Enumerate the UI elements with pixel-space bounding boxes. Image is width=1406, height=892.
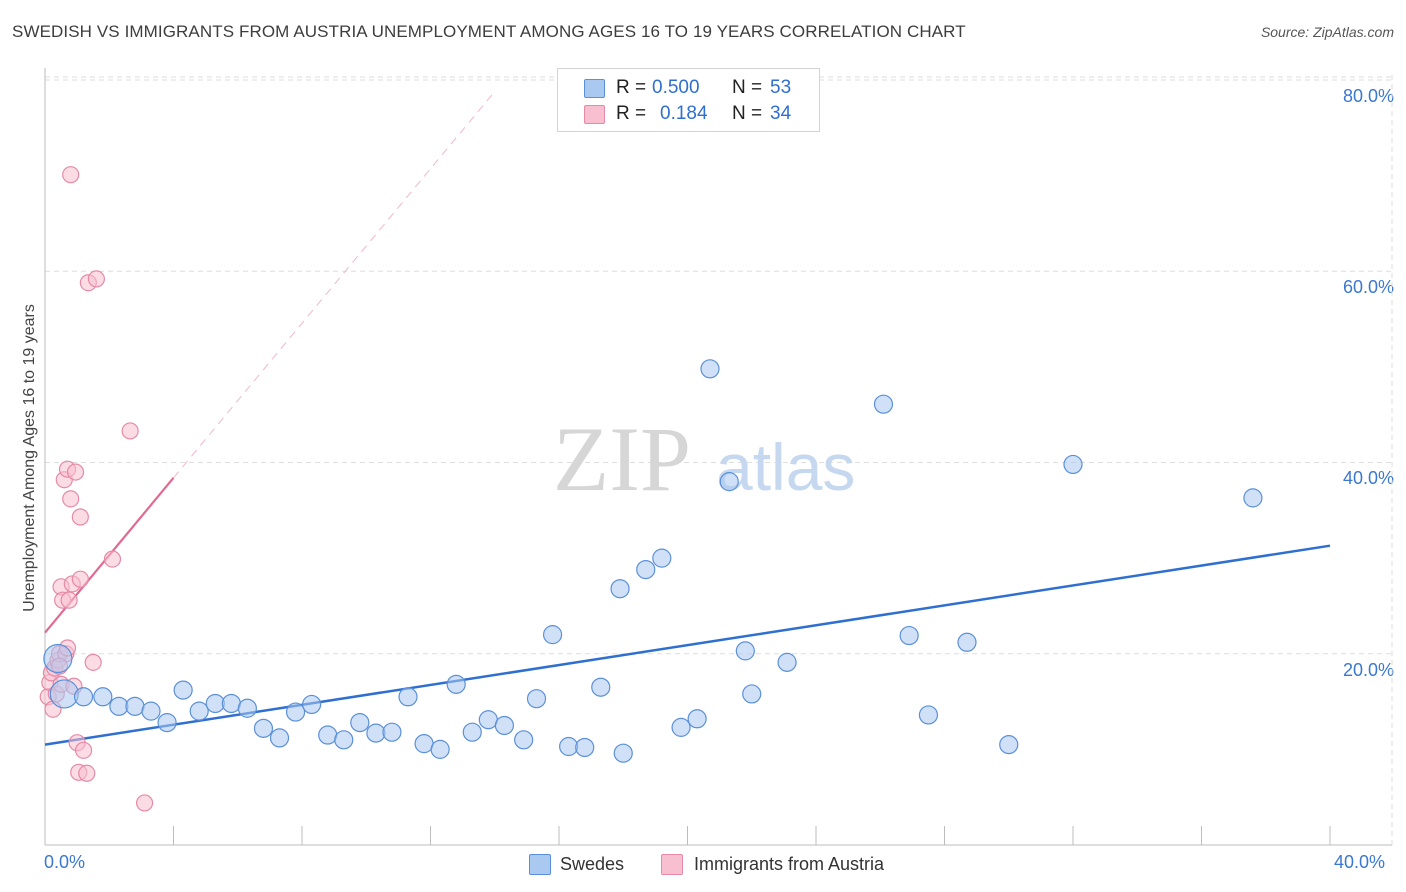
y-tick-label-60: 60.0% [1342,277,1394,297]
swedes-point-9 [189,701,209,721]
austria-trend-extension [173,91,496,479]
swedes-point-40 [687,709,707,729]
swedes-point-23 [414,734,434,754]
chart-title: SWEDISH VS IMMIGRANTS FROM AUSTRIA UNEMP… [12,22,966,41]
swedes-point-33 [575,737,595,758]
swedes-point-28 [494,715,514,736]
austria-point-29 [87,270,106,288]
chart-source: Source: ZipAtlas.com [1260,24,1394,40]
swedes-point-45 [777,652,797,672]
x-tick-label-40: 40.0% [1334,852,1386,872]
x-tick-label-0: 0.0% [44,852,86,872]
swedes-r-label: R = [616,77,647,98]
swedes-point-43 [735,641,755,661]
austria-point-16 [62,490,80,508]
legend-label-austria: Immigrants from Austria [694,854,885,874]
legend-swatch-austria [661,854,683,875]
swedes-point-30 [526,689,547,709]
swedes-point-20 [366,723,386,743]
austria-swatch [584,105,605,124]
austria-point-28 [84,653,102,671]
y-tick-label-40: 40.0% [1342,468,1394,488]
stats-legend-box: R = 0.500 N = 53 R = 0.184 N = 34 [557,68,820,132]
swedes-point-3 [93,687,113,707]
watermark-zip: ZIP [553,408,691,510]
y-tick-label-80: 80.0% [1342,86,1394,106]
swedes-point-51 [1063,454,1083,475]
austria-n-value: 34 [770,103,792,124]
austria-point-26 [78,764,96,782]
swedes-point-44 [742,684,762,704]
austria-point-25 [74,741,93,759]
swedes-point-35 [610,579,630,599]
austria-r-value: 0.184 [660,103,708,124]
swedes-point-47 [899,625,919,646]
austria-r-label: R = [616,103,647,124]
swedes-point-52 [1243,488,1263,508]
swedes-point-48 [918,705,939,725]
swedes-swatch [584,79,605,98]
swedes-point-2 [73,687,94,707]
swedes-point-24 [430,739,450,759]
swedes-point-10 [205,693,225,714]
legend-label-swedes: Swedes [560,854,625,874]
swedes-point-27 [478,710,498,730]
austria-point-31 [121,422,139,440]
austria-point-30 [103,550,122,568]
swedes-point-32 [559,736,579,757]
swedes-point-21 [382,722,402,742]
austria-point-15 [60,591,78,609]
swedes-point-26 [462,722,482,742]
axes [44,68,1392,846]
swedes-point-42 [719,472,739,492]
swedes-point-13 [253,718,274,738]
swedes-point-36 [613,743,633,763]
swedes-point-11 [221,693,241,714]
swedes-n-label: N = [732,77,763,98]
swedes-n-value: 53 [770,77,792,98]
swedes-point-46 [873,394,894,414]
swedes-point-31 [542,625,563,645]
watermark-atlas: atlas [716,430,855,504]
y-tick-label-20: 20.0% [1342,660,1394,680]
swedes-point-5 [125,696,145,716]
austria-point-20 [66,463,85,481]
austria-point-32 [135,794,154,812]
swedes-point-4 [109,696,129,716]
swedes-point-49 [957,632,977,652]
austria-point-23 [71,508,89,526]
swedes-point-38 [652,548,672,568]
swedes-point-41 [700,359,720,379]
swedes-point-16 [302,694,322,715]
austria-n-label: N = [732,103,763,124]
swedes-point-1 [49,679,79,709]
swedes-point-17 [318,725,338,745]
grid-lines [45,75,1393,845]
austria-point-24 [71,570,89,588]
swedes-point-34 [591,677,611,697]
swedes-point-19 [350,712,370,733]
swedes-point-50 [999,734,1019,755]
swedes-point-12 [237,698,257,718]
swedes-point-37 [636,559,656,580]
swedes-point-15 [285,702,306,722]
swedes-point-14 [269,728,290,748]
swedes-point-8 [173,680,193,700]
swedes-point-29 [514,730,534,750]
swedes-point-22 [398,687,418,707]
swedes-r-value: 0.500 [652,77,700,98]
swedes-point-0 [43,643,73,674]
swedes-point-18 [334,730,354,750]
legend-swatch-swedes [529,854,551,875]
swedes-point-7 [157,712,177,733]
austria-point-17 [62,166,80,184]
swedes-point-39 [671,717,691,737]
swedes-point-25 [446,674,466,694]
swedes-trend-line [44,544,1331,746]
swedes-point-6 [141,701,161,721]
swedes-points [43,359,1263,763]
